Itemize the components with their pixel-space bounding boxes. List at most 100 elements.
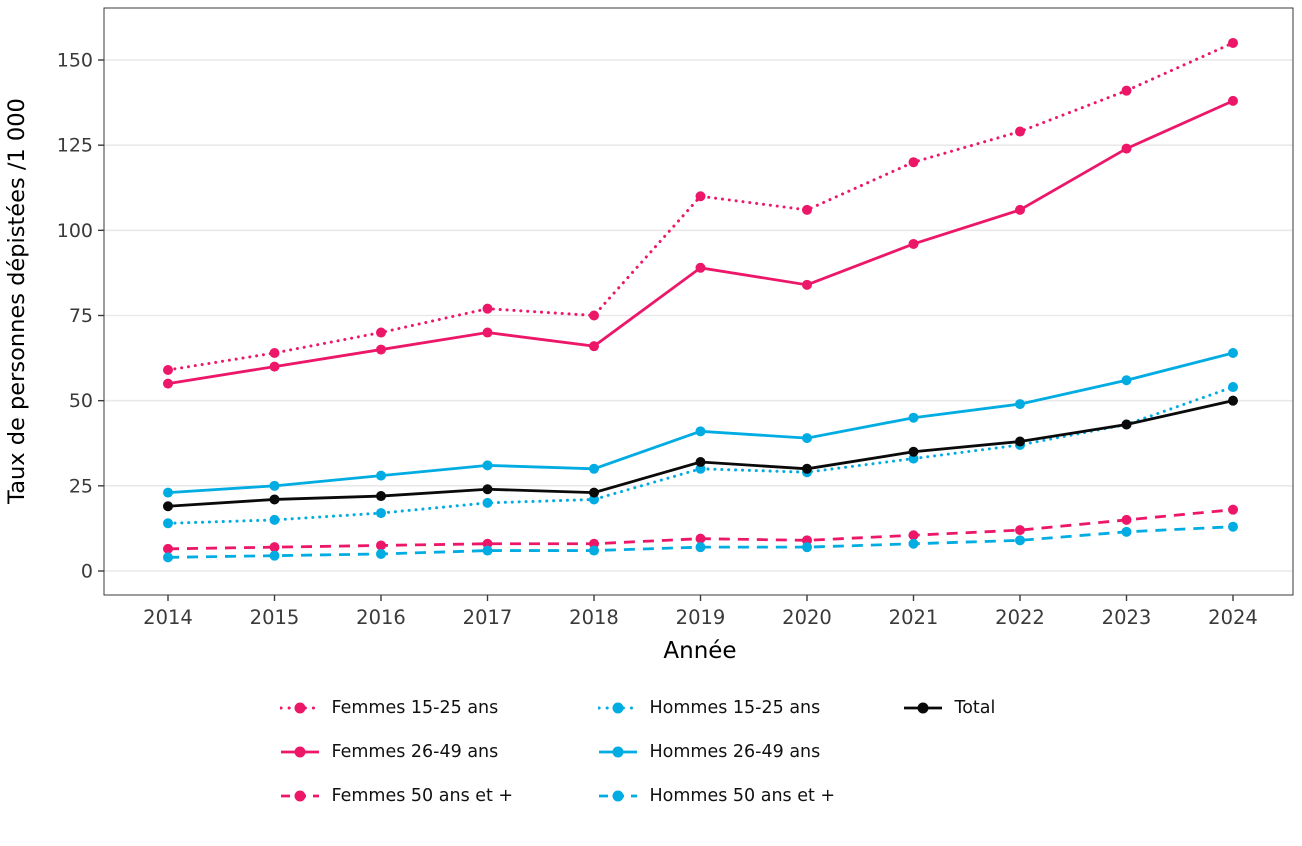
data-point [1121, 375, 1132, 386]
data-point [269, 550, 280, 561]
data-point [376, 540, 386, 551]
legend-marker-icon [279, 702, 320, 714]
data-point [1228, 37, 1238, 48]
legend-label: Hommes 15-25 ans [649, 698, 821, 718]
data-point [802, 542, 812, 553]
legend-item-femmes-26-49-ans: Femmes 26-49 ans [280, 742, 598, 762]
data-point [589, 463, 599, 474]
legend-item-hommes-15-25-ans: Hommes 15-25 ans [597, 698, 903, 718]
data-point [908, 238, 919, 249]
data-point [802, 204, 812, 215]
data-point [802, 463, 812, 474]
x-tick-label: 2018 [569, 606, 619, 629]
legend-dot [917, 702, 928, 714]
legend-dot [294, 790, 305, 802]
x-tick-label: 2024 [1208, 606, 1258, 629]
legend-marker-icon [598, 790, 637, 802]
data-point [269, 494, 280, 505]
data-point [269, 361, 280, 372]
data-point [908, 412, 919, 423]
data-point [163, 378, 173, 389]
data-point [908, 538, 919, 549]
series-line-femmes-15-25-ans [166, 41, 1235, 372]
data-point [695, 262, 706, 273]
legend-dot [294, 702, 305, 714]
gridlines [104, 59, 1293, 572]
legend-label: Femmes 15-25 ans [331, 698, 499, 718]
data-point [1121, 85, 1132, 96]
data-point [908, 530, 919, 541]
legend-dot [294, 746, 305, 758]
data-point [1228, 521, 1238, 532]
data-point [695, 456, 706, 467]
data-point [482, 460, 493, 471]
data-point [376, 470, 386, 481]
legend-dot [612, 746, 623, 758]
data-point [269, 480, 280, 491]
data-point [802, 279, 812, 290]
data-series [163, 37, 1238, 563]
x-tick-label: 2022 [995, 606, 1045, 629]
legend-label: Total [954, 698, 996, 718]
data-point [482, 545, 493, 556]
legend-label: Hommes 26-49 ans [649, 742, 821, 762]
data-point [908, 446, 919, 457]
data-point [1121, 526, 1132, 537]
chart-legend: Femmes 15-25 ans Hommes 15-25 ans Total Fem… [0, 698, 1302, 806]
data-point [908, 157, 919, 168]
y-tick-label: 125 [57, 135, 93, 157]
legend-marker-icon [280, 790, 319, 802]
data-point [1015, 525, 1025, 536]
data-point [269, 514, 280, 525]
data-point [163, 518, 173, 529]
legend-marker-icon [598, 746, 637, 758]
data-point [376, 491, 386, 502]
data-point [1015, 204, 1025, 215]
x-tick-label: 2021 [889, 606, 939, 629]
legend-marker-icon [280, 746, 319, 758]
legend-label: Femmes 50 ans et + [331, 786, 514, 806]
legend-item-hommes-50-ans-et-+: Hommes 50 ans et + [598, 786, 903, 806]
axis-ticks: 0 25 50 75 100 125 150 2014 2015 2016 2017 2018 2019… [57, 49, 1258, 629]
legend-row: Femmes 50 ans et + Hommes 50 ans et + [280, 786, 1023, 806]
data-point [589, 545, 599, 556]
data-point [1228, 395, 1238, 406]
plot-area: 0 25 50 75 100 125 150 2014 2015 2016 2017 2018 2019… [4, 7, 1294, 664]
data-point [376, 327, 386, 338]
data-point [482, 497, 493, 508]
data-point [376, 344, 386, 355]
data-point [1015, 126, 1025, 137]
data-point [1228, 95, 1238, 106]
legend-marker-icon [597, 702, 638, 714]
data-point [376, 508, 386, 519]
data-point [589, 310, 599, 321]
data-point [376, 548, 386, 559]
y-tick-label: 50 [69, 390, 93, 412]
x-axis-title: Année [663, 638, 736, 664]
data-point [1228, 504, 1238, 515]
data-point [163, 501, 173, 512]
data-point [482, 303, 493, 314]
series-line-hommes-15-25-ans [166, 385, 1235, 525]
x-tick-label: 2017 [463, 606, 513, 629]
series-line-total [167, 399, 1234, 508]
legend-row: Femmes 26-49 ans Hommes 26-49 ans [280, 742, 1023, 762]
x-tick-label: 2023 [1102, 606, 1152, 629]
panel-border [103, 7, 1294, 596]
data-point [695, 426, 706, 437]
legend-item-femmes-15-25-ans: Femmes 15-25 ans [279, 698, 598, 718]
legend-marker-icon [903, 702, 942, 714]
y-tick-label: 75 [69, 305, 93, 327]
data-point [482, 327, 493, 338]
data-point [802, 433, 812, 444]
legend-label: Hommes 50 ans et + [649, 786, 836, 806]
data-point [589, 487, 599, 498]
x-tick-label: 2016 [356, 606, 406, 629]
legend-dot [612, 702, 623, 714]
data-point [269, 347, 280, 358]
data-point [163, 487, 173, 498]
x-tick-label: 2020 [782, 606, 832, 629]
x-tick-label: 2015 [250, 606, 300, 629]
legend-row: Femmes 15-25 ans Hommes 15-25 ans Total [279, 698, 1023, 718]
